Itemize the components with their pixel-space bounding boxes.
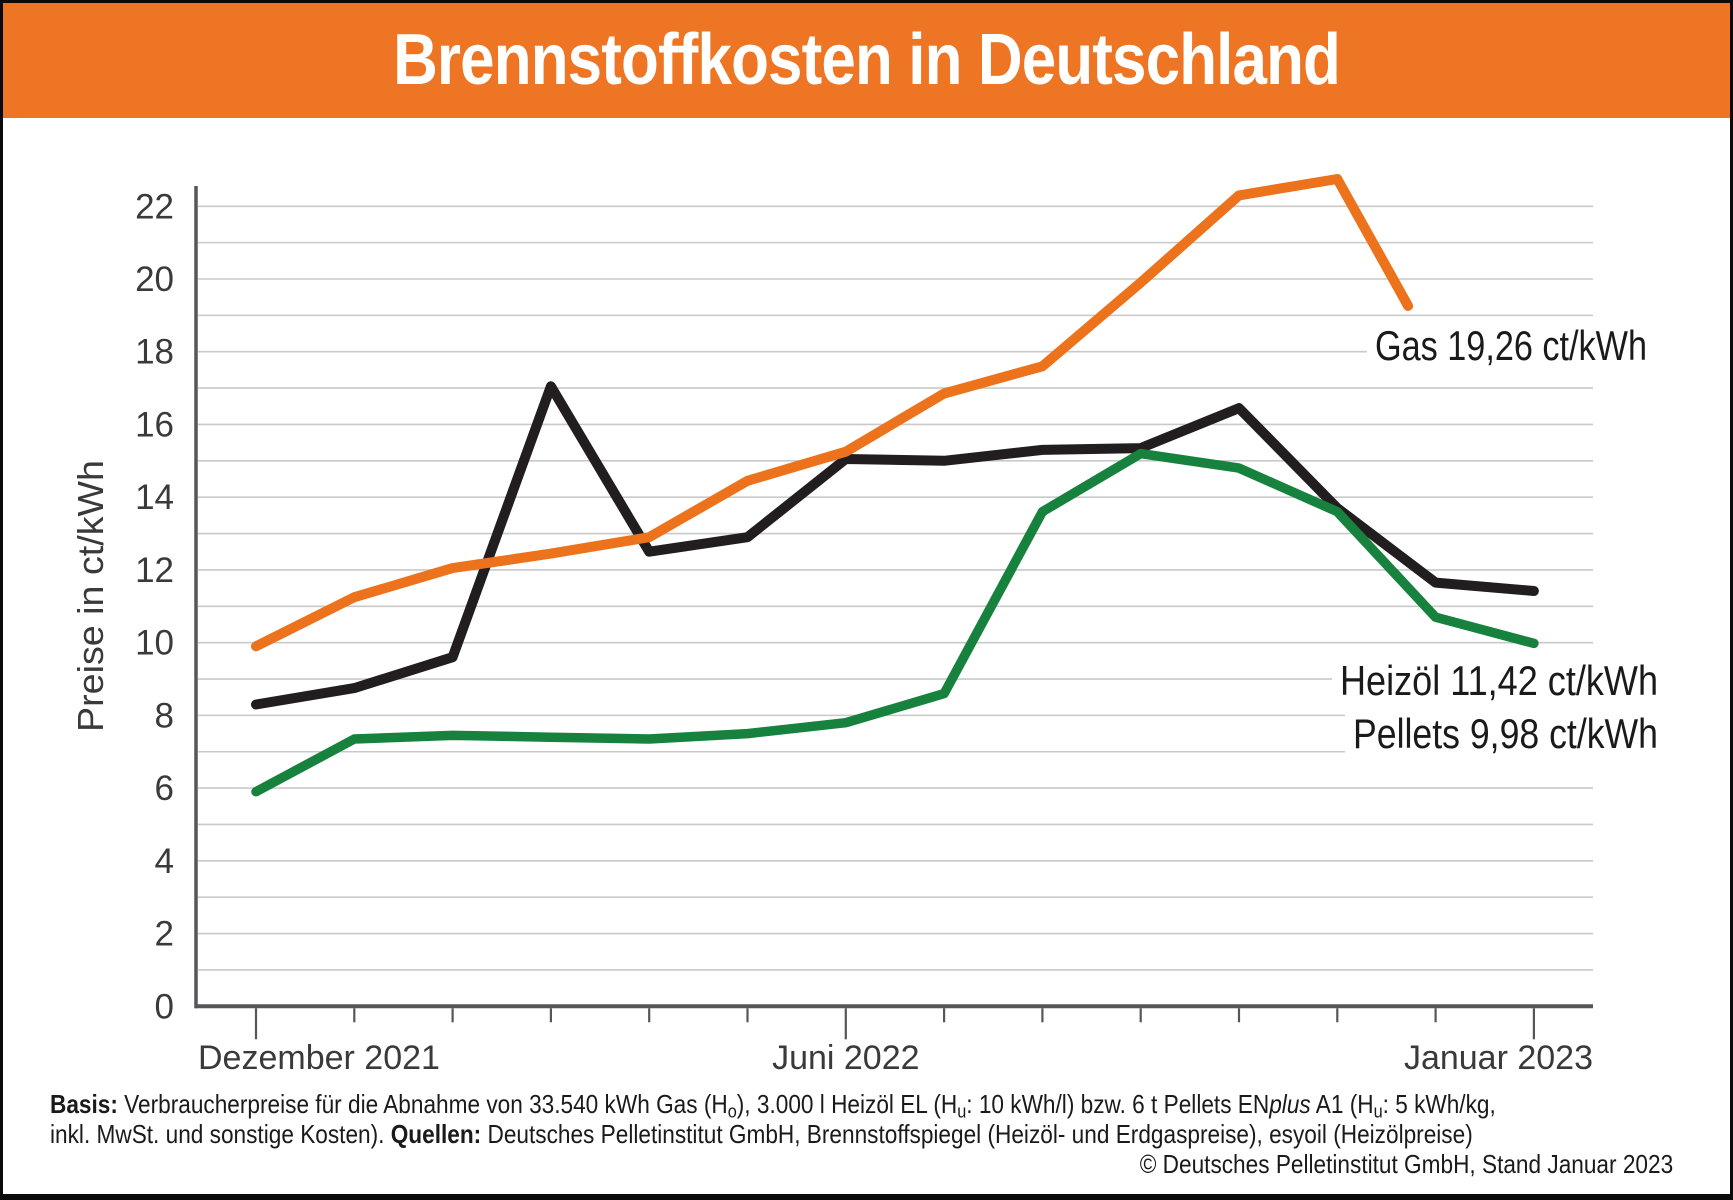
x-tick-label: Juni 2022 [772,1039,919,1077]
y-tick-label: 8 [155,696,174,735]
x-tick-label: Dezember 2021 [198,1039,440,1077]
series-label-heizl: Heizöl 11,42 ct/kWh [1340,657,1658,704]
y-tick-label: 2 [155,915,174,954]
x-tick-label: Januar 2023 [1404,1039,1593,1077]
y-tick-label: 14 [135,478,174,517]
title-banner: Brennstoffkosten in Deutschland [3,3,1730,118]
series-line-heizl [251,381,1539,710]
y-tick-label: 18 [135,333,174,372]
series-line-gas [251,174,1414,652]
fuel-cost-line-chart: Dezember 2021 Juni 2022 Januar 2023 0 2 4 6 8 10… [70,174,1666,1077]
y-axis-title: Preise in ct/kWh [70,460,111,732]
y-tick-label: 0 [155,987,174,1026]
label-background [1332,655,1666,706]
footnote-line-quellen: inkl. MwSt. und sonstige Kosten). Quelle… [50,1119,1473,1149]
footnote-line-basis: Basis: Verbraucherpreise für die Abnahme… [50,1089,1496,1122]
series-line-pellets [251,448,1539,797]
label-background [1367,320,1655,371]
y-tick-label: 6 [155,769,174,808]
y-tick-label: 22 [135,187,174,226]
y-tick-label: 10 [135,624,174,663]
y-tick-label: 16 [135,405,174,444]
series-label-pellets: Pellets 9,98 ct/kWh [1353,710,1658,757]
footnote-block: Basis: Verbraucherpreise für die Abnahme… [50,1089,1673,1179]
y-tick-label: 12 [135,551,174,590]
label-background [1345,708,1666,759]
y-tick-label: 4 [155,842,174,881]
series-label-gas: Gas 19,26 ct/kWh [1375,322,1647,369]
copyright-line: © Deutsches Pelletinstitut GmbH, Stand J… [1139,1149,1673,1179]
chart-title: Brennstoffkosten in Deutschland [393,20,1341,100]
y-tick-label: 20 [135,260,174,299]
